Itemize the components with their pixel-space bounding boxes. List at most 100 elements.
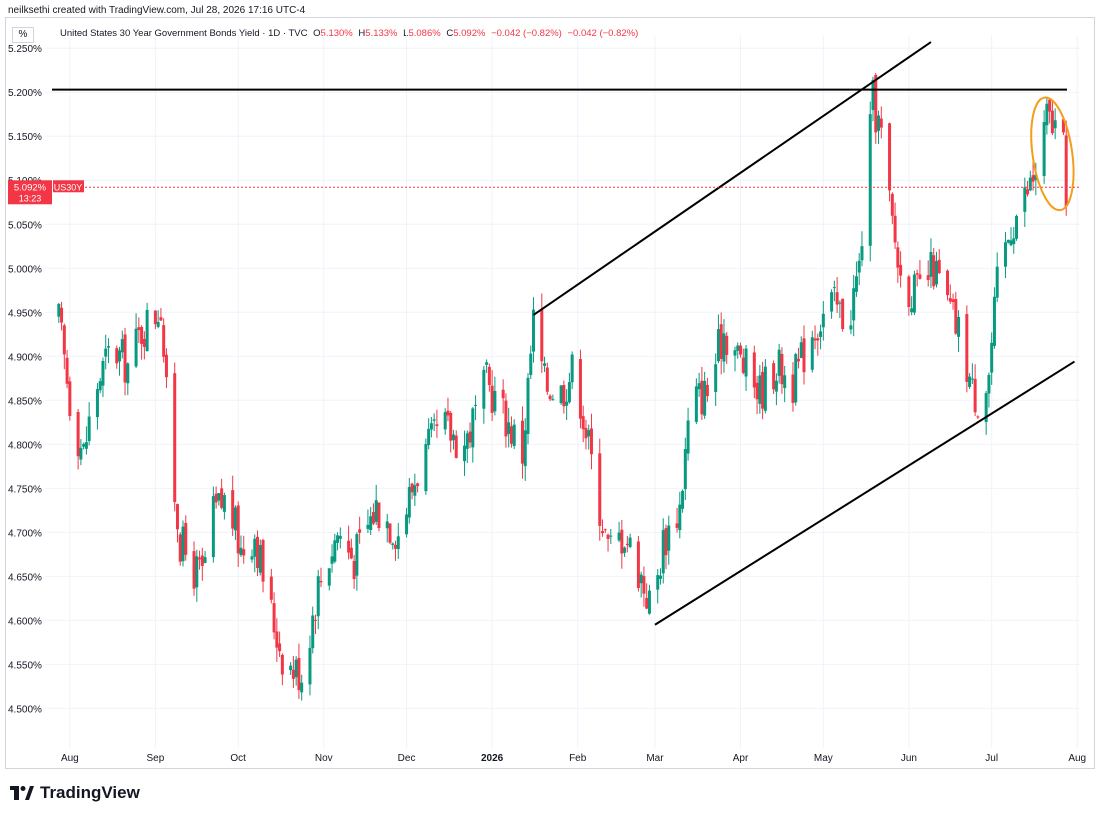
candle-body [852,288,856,321]
candle [449,410,453,453]
candle [526,373,530,445]
candle-body [65,357,69,384]
candle-body [507,422,511,435]
candle-body [173,373,177,503]
candle [338,527,342,549]
candle [915,269,919,287]
candle-body [540,309,544,362]
candle-body [352,560,356,580]
candle [294,656,298,686]
candle-body [137,327,141,331]
candle-body [297,657,301,691]
candle [543,356,547,373]
candle [291,655,295,688]
candle-body [860,246,864,261]
candle-body [118,350,122,362]
candle-body [101,360,105,386]
candle-body [198,557,202,560]
candle-body [932,255,936,287]
candle [799,336,803,359]
candle-body [416,483,420,487]
candle [512,419,516,450]
candle [976,415,980,420]
candle [1003,231,1007,278]
y-tick-label: 5.200% [8,88,42,99]
candle [970,363,974,385]
candle-body [957,316,961,337]
candle-body [857,260,861,273]
candle-body [1053,120,1057,129]
candle [211,486,215,563]
candle [609,528,613,544]
candle [893,202,897,249]
candle [405,507,409,538]
candle-body [888,123,892,191]
candle-body [82,443,86,447]
y-tick-label: 4.600% [8,616,42,627]
candle-body [995,266,999,298]
candle [606,533,610,552]
candle-body [443,412,447,430]
candle [256,530,260,576]
candle-body [145,309,149,352]
candle-body [79,447,83,460]
candle-body [899,264,903,276]
candle [852,274,856,337]
x-tick-label: 2026 [481,753,504,764]
candle-body [667,525,671,551]
candle-body [532,309,536,352]
candle [407,477,411,524]
candle [990,332,994,385]
candle-body [874,74,878,133]
candle [471,407,475,463]
tradingview-logo[interactable]: TradingView [10,783,140,803]
y-tick-label: 4.500% [8,704,42,715]
candle [253,534,257,573]
candle-body [719,324,723,359]
candle [752,345,756,399]
chart-frame[interactable] [5,17,1095,769]
candle [628,533,632,549]
candle [468,422,472,449]
candle-body [890,193,894,216]
candle-body [333,540,337,562]
candle-body [391,543,395,546]
candle-body [504,400,508,437]
candle-body [153,310,157,325]
candle [570,351,574,390]
candle [319,567,323,588]
candle-body [233,507,237,531]
candle-body [830,292,834,312]
candle [126,362,130,396]
candle [377,502,381,532]
candle [744,345,748,391]
candle [242,535,246,564]
candle-body [115,348,119,364]
candle [877,110,881,144]
candle-body [990,342,994,373]
y-axis: 5.250%5.200%5.150%5.100%5.050%5.000%4.95… [8,44,42,715]
high-value: 5.133% [365,28,398,39]
candle-body [832,287,836,289]
candle [153,310,157,330]
candle-body [1050,110,1054,134]
candle-body [349,547,353,559]
candle [589,413,593,470]
channel-lower-line [654,360,1076,626]
candle [57,302,61,323]
candle [694,378,698,424]
candle [1048,99,1052,124]
percent-scale-toggle[interactable]: % [12,27,34,43]
candle-body [794,354,798,403]
candle [451,429,455,450]
candle [134,313,138,369]
candle [137,317,141,343]
candle-body [813,338,817,341]
candle [802,325,806,385]
candle-body [664,528,668,556]
candle-body [134,328,138,367]
candle-body [736,345,740,351]
candle [857,253,861,286]
candle [181,520,185,567]
